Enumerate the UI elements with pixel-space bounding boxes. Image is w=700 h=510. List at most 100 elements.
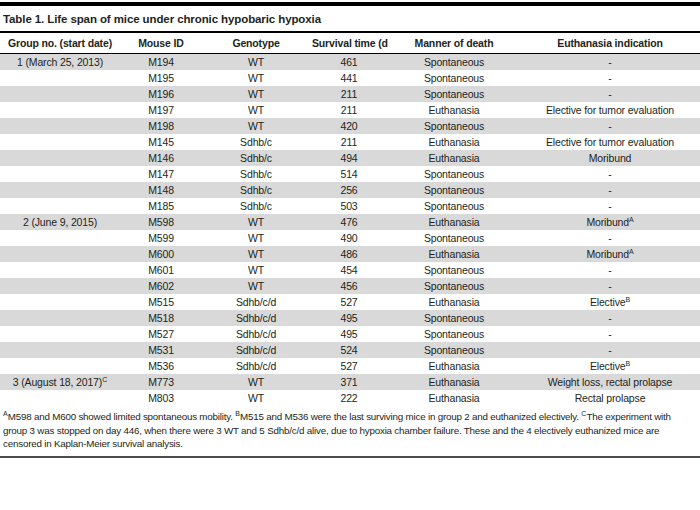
cell-euthanasia_indication: MoribundA [520, 246, 700, 262]
cell-genotype: Sdhb/c [202, 134, 310, 150]
table-row: M803WT222EuthanasiaRectal prolapse [0, 390, 700, 406]
cell-mouse_id: M194 [120, 54, 202, 71]
cell-manner_of_death: Euthanasia [388, 102, 520, 118]
cell-survival_time_d: 527 [310, 358, 388, 374]
table-title: Table 1. Life span of mice under chronic… [0, 6, 700, 31]
cell-genotype: WT [202, 70, 310, 86]
cell-euthanasia_indication: - [520, 118, 700, 134]
cell-group [0, 118, 120, 134]
table-row: M148Sdhb/c256Spontaneous- [0, 182, 700, 198]
column-header-0: Group no. (start date) [0, 33, 120, 54]
cell-group [0, 230, 120, 246]
table-body: 1 (March 25, 2013)M194WT461Spontaneous-M… [0, 54, 700, 407]
cell-group [0, 166, 120, 182]
cell-group [0, 150, 120, 166]
cell-manner_of_death: Spontaneous [388, 326, 520, 342]
cell-group [0, 246, 120, 262]
cell-genotype: WT [202, 374, 310, 390]
cell-genotype: Sdhb/c/d [202, 342, 310, 358]
table-row: M196WT211Spontaneous- [0, 86, 700, 102]
cell-group [0, 86, 120, 102]
cell-euthanasia_indication: - [520, 86, 700, 102]
cell-euthanasia_indication: Moribund [520, 150, 700, 166]
cell-manner_of_death: Spontaneous [388, 262, 520, 278]
cell-group [0, 182, 120, 198]
cell-manner_of_death: Euthanasia [388, 390, 520, 406]
cell-survival_time_d: 486 [310, 246, 388, 262]
table-row: 2 (June 9, 2015)M598WT476EuthanasiaMorib… [0, 214, 700, 230]
bottom-rule [0, 456, 700, 458]
cell-manner_of_death: Spontaneous [388, 198, 520, 214]
table-row: 1 (March 25, 2013)M194WT461Spontaneous- [0, 54, 700, 71]
cell-manner_of_death: Spontaneous [388, 230, 520, 246]
cell-group [0, 294, 120, 310]
cell-mouse_id: M599 [120, 230, 202, 246]
cell-group [0, 70, 120, 86]
cell-euthanasia_indication: - [520, 70, 700, 86]
cell-mouse_id: M536 [120, 358, 202, 374]
cell-manner_of_death: Spontaneous [388, 278, 520, 294]
cell-survival_time_d: 527 [310, 294, 388, 310]
cell-manner_of_death: Euthanasia [388, 294, 520, 310]
cell-group [0, 102, 120, 118]
cell-survival_time_d: 222 [310, 390, 388, 406]
cell-mouse_id: M196 [120, 86, 202, 102]
cell-mouse_id: M602 [120, 278, 202, 294]
column-header-2: Genotype [202, 33, 310, 54]
footnote-text: M598 and M600 showed limited spontaneous… [8, 411, 236, 422]
table-row: M601WT454Spontaneous- [0, 262, 700, 278]
cell-group [0, 342, 120, 358]
cell-survival_time_d: 514 [310, 166, 388, 182]
cell-mouse_id: M148 [120, 182, 202, 198]
cell-survival_time_d: 256 [310, 182, 388, 198]
cell-mouse_id: M598 [120, 214, 202, 230]
table-row: M602WT456Spontaneous- [0, 278, 700, 294]
cell-group [0, 358, 120, 374]
cell-group: 3 (August 18, 2017)C [0, 374, 120, 390]
cell-survival_time_d: 211 [310, 102, 388, 118]
cell-survival_time_d: 371 [310, 374, 388, 390]
cell-group [0, 326, 120, 342]
cell-mouse_id: M145 [120, 134, 202, 150]
cell-mouse_id: M601 [120, 262, 202, 278]
cell-euthanasia_indication: - [520, 198, 700, 214]
table-row: M197WT211EuthanasiaElective for tumor ev… [0, 102, 700, 118]
cell-survival_time_d: 476 [310, 214, 388, 230]
cell-mouse_id: M198 [120, 118, 202, 134]
cell-group [0, 390, 120, 406]
footnote-marker: B [625, 360, 630, 367]
cell-manner_of_death: Euthanasia [388, 358, 520, 374]
cell-genotype: Sdhb/c [202, 198, 310, 214]
cell-mouse_id: M197 [120, 102, 202, 118]
table-row: M147Sdhb/c514Spontaneous- [0, 166, 700, 182]
cell-survival_time_d: 490 [310, 230, 388, 246]
cell-euthanasia_indication: - [520, 326, 700, 342]
data-table: Group no. (start date)Mouse IDGenotypeSu… [0, 33, 700, 406]
cell-mouse_id: M773 [120, 374, 202, 390]
table-row: M185Sdhb/c503Spontaneous- [0, 198, 700, 214]
cell-euthanasia_indication: - [520, 54, 700, 71]
cell-group [0, 134, 120, 150]
table-row: M527Sdhb/c/d495Spontaneous- [0, 326, 700, 342]
table-row: M536Sdhb/c/d527EuthanasiaElectiveB [0, 358, 700, 374]
cell-group: 1 (March 25, 2013) [0, 54, 120, 71]
cell-genotype: WT [202, 214, 310, 230]
cell-genotype: Sdhb/c/d [202, 326, 310, 342]
table-figure: Table 1. Life span of mice under chronic… [0, 0, 700, 510]
cell-mouse_id: M600 [120, 246, 202, 262]
cell-group [0, 278, 120, 294]
table-row: M600WT486EuthanasiaMoribundA [0, 246, 700, 262]
footnote-marker: C [102, 376, 107, 383]
cell-survival_time_d: 211 [310, 86, 388, 102]
footnote-marker: A [629, 216, 634, 223]
cell-mouse_id: M147 [120, 166, 202, 182]
cell-survival_time_d: 454 [310, 262, 388, 278]
cell-genotype: Sdhb/c/d [202, 310, 310, 326]
cell-euthanasia_indication: MoribundA [520, 214, 700, 230]
cell-manner_of_death: Euthanasia [388, 150, 520, 166]
cell-manner_of_death: Euthanasia [388, 246, 520, 262]
footnote-text: M515 and M536 were the last surviving mi… [240, 411, 581, 422]
table-row: M599WT490Spontaneous- [0, 230, 700, 246]
table-row: M145Sdhb/c211EuthanasiaElective for tumo… [0, 134, 700, 150]
cell-survival_time_d: 524 [310, 342, 388, 358]
